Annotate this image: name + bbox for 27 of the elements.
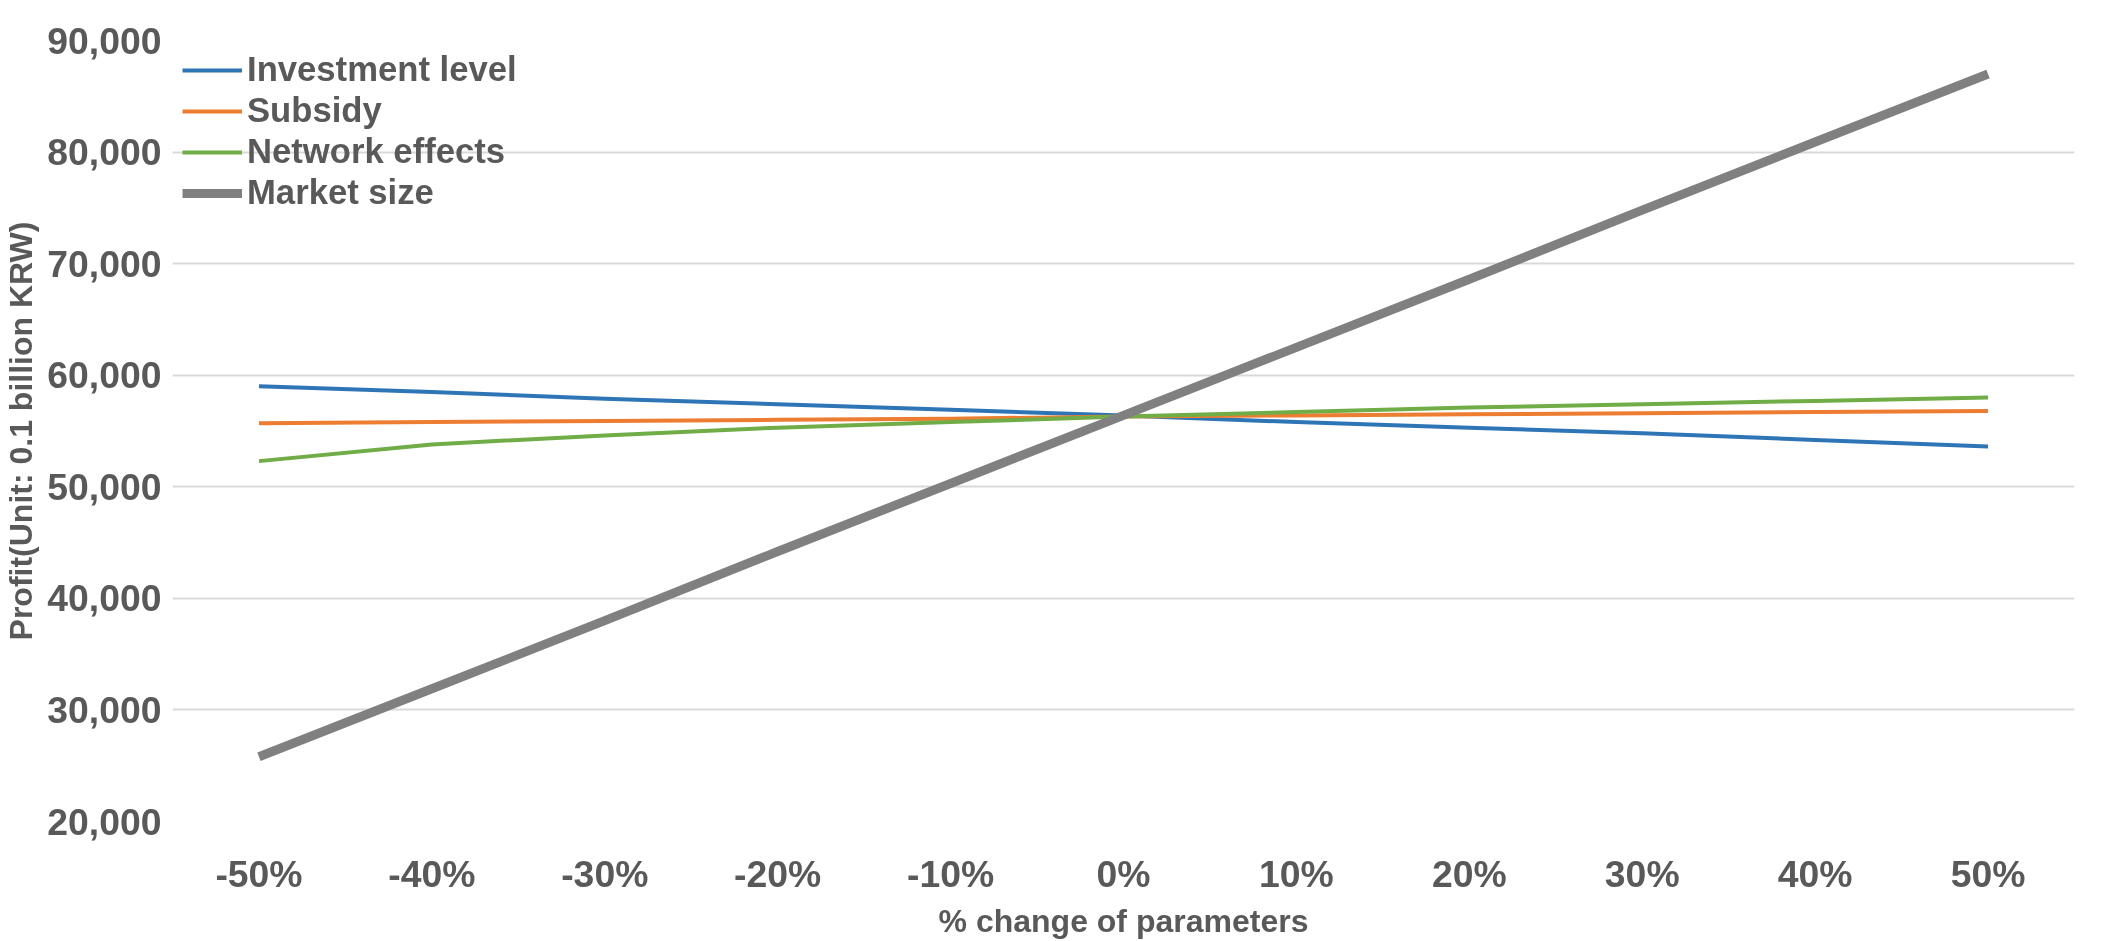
legend-label: Market size — [247, 173, 434, 212]
x-axis-title: % change of parameters — [938, 902, 1309, 939]
y-axis-title: Profit(Unit: 0.1 billion KRW) — [3, 221, 40, 641]
y-tick-label: 70,000 — [47, 242, 162, 285]
line-series — [256, 384, 1991, 449]
y-tick-label: 80,000 — [47, 131, 162, 174]
y-tick-label: 90,000 — [47, 19, 162, 62]
line-series — [256, 395, 1991, 464]
y-tick-label: 40,000 — [47, 577, 162, 620]
x-tick-label: -10% — [907, 852, 995, 895]
legend-label: Network effects — [247, 132, 506, 171]
x-tick-label: -50% — [215, 852, 303, 895]
x-tick-label: -30% — [561, 852, 649, 895]
x-tick-label: 30% — [1604, 852, 1680, 895]
legend-label: Investment level — [247, 50, 517, 89]
x-tick-label: 40% — [1777, 852, 1853, 895]
x-tick-label: -40% — [388, 852, 476, 895]
y-tick-label: 20,000 — [47, 800, 162, 843]
y-tick-label: 50,000 — [47, 465, 162, 508]
x-tick-label: 50% — [1950, 852, 2026, 895]
y-tick-label: 30,000 — [47, 688, 162, 731]
x-tick-label: 20% — [1431, 852, 1507, 895]
y-tick-label: 60,000 — [47, 354, 162, 397]
x-tick-label: -20% — [734, 852, 822, 895]
legend-label: Subsidy — [247, 91, 382, 130]
x-tick-label: 0% — [1096, 852, 1151, 895]
x-tick-label: 10% — [1259, 852, 1334, 895]
